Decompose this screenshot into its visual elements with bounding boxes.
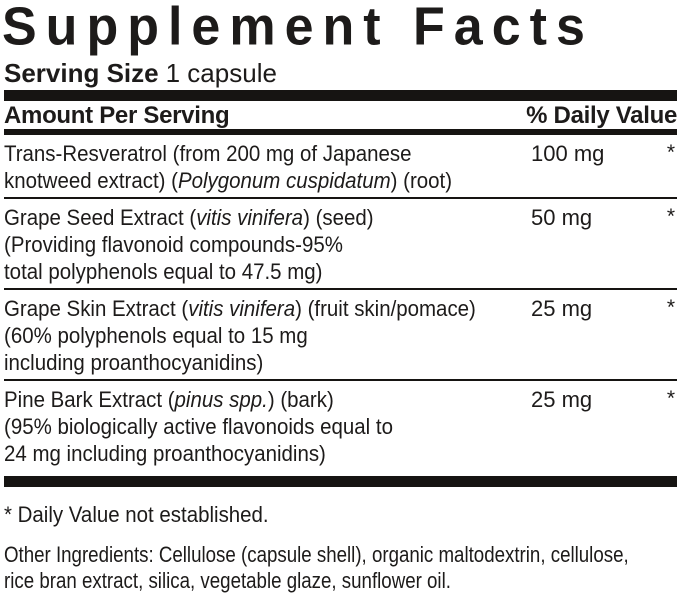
other-ingredients-line: Other Ingredients: Cellulose (capsule sh…	[4, 542, 629, 567]
amount-per-serving-header: Amount Per Serving	[4, 102, 230, 129]
ingredient-row: Grape Seed Extract (vitis vinifera) (see…	[4, 199, 677, 290]
ingredient-name-line: Trans-Resveratrol (from 200 mg of Japane…	[4, 141, 412, 166]
ingredient-row: Grape Skin Extract (vitis vinifera) (fru…	[4, 290, 677, 381]
ingredient-name-line: knotweed extract) (Polygonum cuspidatum)…	[4, 168, 453, 193]
daily-value-header: % Daily Value	[526, 102, 677, 129]
ingredient-amount: 100 mg	[531, 141, 605, 166]
ingredient-amount: 25 mg	[531, 296, 593, 321]
ingredient-name-line: Grape Skin Extract (vitis vinifera) (fru…	[4, 296, 476, 321]
ingredient-name-line: (95% biologically active flavonoids equa…	[4, 414, 393, 439]
serving-size-value: 1 capsule	[165, 58, 277, 88]
divider-medium	[4, 129, 677, 135]
serving-size-line: Serving Size 1 capsule	[4, 59, 677, 87]
ingredient-name-line: including proanthocyanidins)	[4, 350, 264, 375]
divider-thick-top	[4, 90, 677, 101]
ingredient-name-line: (Providing flavonoid compounds-95%	[4, 232, 343, 257]
ingredient-daily-value: *	[666, 205, 675, 228]
ingredient-name-line: total polyphenols equal to 47.5 mg)	[4, 259, 323, 284]
ingredient-daily-value: *	[666, 387, 675, 410]
ingredient-name: Grape Seed Extract (vitis vinifera) (see…	[4, 204, 531, 285]
label-title: Supplement Facts	[2, 0, 594, 58]
divider-thick-bottom	[4, 476, 677, 487]
ingredient-amount: 25 mg	[531, 387, 593, 412]
other-ingredients: Other Ingredients: Cellulose (capsule sh…	[4, 542, 677, 594]
ingredient-name-line: 24 mg including proanthocyanidins)	[4, 441, 326, 466]
ingredient-daily-value: *	[666, 296, 675, 319]
ingredient-name-line: (60% polyphenols equal to 15 mg	[4, 323, 308, 348]
ingredient-rows: Trans-Resveratrol (from 200 mg of Japane…	[4, 135, 677, 470]
ingredient-row: Pine Bark Extract (pinus spp.) (bark) (95…	[4, 381, 677, 470]
ingredient-daily-value: *	[666, 141, 675, 164]
serving-size-label: Serving Size	[4, 58, 159, 88]
ingredient-name: Grape Skin Extract (vitis vinifera) (fru…	[4, 295, 531, 376]
other-ingredients-line: rice bran extract, silica, vegetable gla…	[4, 568, 451, 593]
ingredient-name: Trans-Resveratrol (from 200 mg of Japane…	[4, 140, 531, 194]
ingredient-row: Trans-Resveratrol (from 200 mg of Japane…	[4, 135, 677, 199]
daily-value-footnote-text: * Daily Value not established.	[4, 502, 269, 527]
ingredient-name-line: Grape Seed Extract (vitis vinifera) (see…	[4, 205, 374, 230]
table-header: Amount Per Serving % Daily Value	[4, 101, 677, 129]
daily-value-footnote: * Daily Value not established.	[4, 501, 677, 528]
ingredient-name-line: Pine Bark Extract (pinus spp.) (bark)	[4, 387, 334, 412]
ingredient-name: Pine Bark Extract (pinus spp.) (bark) (95…	[4, 386, 531, 467]
ingredient-amount: 50 mg	[531, 205, 593, 230]
